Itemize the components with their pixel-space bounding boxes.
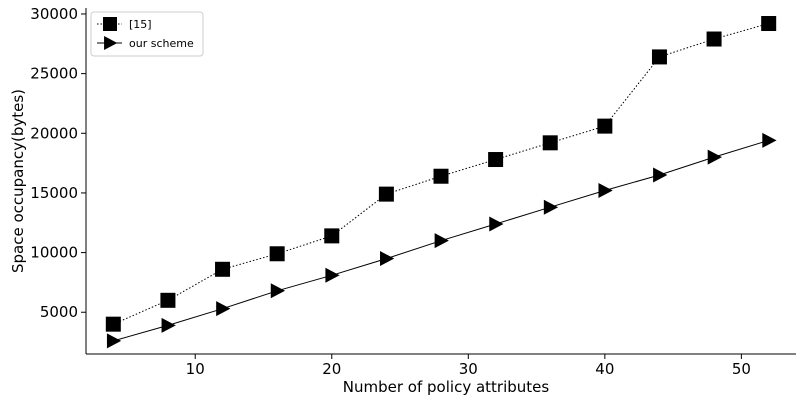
data-point (653, 167, 668, 183)
data-point (707, 149, 722, 165)
data-point (161, 317, 176, 333)
legend-box (90, 11, 204, 57)
legend: [15] our scheme (90, 11, 204, 57)
data-point (597, 118, 613, 134)
y-tick-label: 15000 (30, 184, 78, 202)
x-tick-label: 10 (186, 360, 205, 378)
data-point (543, 199, 559, 215)
series-2 (106, 132, 777, 349)
data-point (270, 283, 286, 299)
ticks: 10 20 30 40 50 5000 10000 15000 20000 25000 30000 (30, 5, 751, 378)
legend-label: [15] (129, 18, 152, 31)
series-layer (105, 16, 777, 349)
data-point (761, 16, 777, 32)
x-tick-label: 40 (595, 360, 614, 378)
data-point (380, 251, 395, 267)
y-axis-title: Space occupancy(bytes) (9, 89, 27, 273)
data-point (433, 168, 449, 184)
data-point (324, 228, 340, 244)
x-tick-label: 30 (459, 360, 478, 378)
x-tick-label: 50 (732, 360, 751, 378)
x-axis-title: Number of policy attributes (343, 378, 550, 396)
y-tick-label: 20000 (30, 124, 78, 142)
data-point (105, 316, 121, 332)
x-tick-label: 20 (322, 360, 341, 378)
axes (85, 8, 796, 355)
y-tick-label: 5000 (40, 303, 78, 321)
y-tick-label: 30000 (30, 5, 78, 23)
data-point (378, 186, 394, 202)
y-tick-label: 25000 (30, 65, 78, 83)
data-point (762, 132, 777, 148)
data-point (160, 292, 176, 308)
data-point (269, 246, 285, 262)
data-point (598, 183, 613, 199)
series-1 (105, 16, 777, 332)
legend-label: our scheme (129, 37, 194, 50)
data-point (215, 261, 231, 277)
data-point (706, 31, 722, 47)
legend-entry: [15] (97, 17, 152, 31)
data-point (488, 152, 504, 168)
data-point (542, 135, 558, 151)
legend-marker (103, 17, 117, 31)
data-point (651, 49, 667, 65)
y-tick-label: 10000 (30, 244, 78, 262)
data-point (106, 333, 122, 349)
data-point (325, 267, 340, 283)
legend-marker (104, 36, 118, 50)
data-point (216, 301, 231, 317)
legend-entry: our scheme (97, 36, 194, 50)
data-point (489, 216, 504, 232)
data-point (434, 233, 449, 249)
